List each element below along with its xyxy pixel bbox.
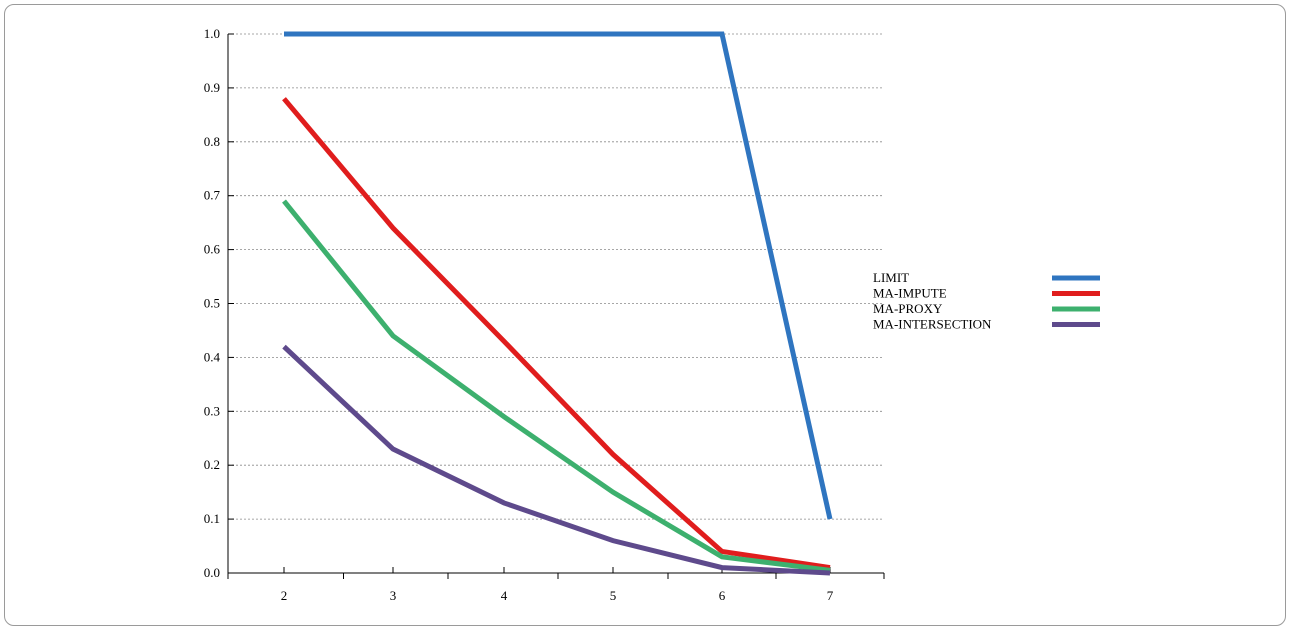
x-tick-label: 3 <box>390 588 397 603</box>
legend-label-ma-impute: MA-IMPUTE <box>873 286 947 301</box>
y-tick-label: 0.8 <box>204 134 220 149</box>
y-tick-label: 0.6 <box>204 242 221 257</box>
x-axis-ticks: 2 3 4 5 6 7 <box>227 567 885 603</box>
line-chart: 0.0 0.1 0.2 0.3 0.4 0.5 0.6 0.7 0.8 0.9 1.0 2 3 4 5 6 7… <box>204 26 1100 603</box>
x-tick-label: 2 <box>281 588 288 603</box>
y-tick-label: 0.5 <box>204 296 220 311</box>
legend-label-ma-proxy: MA-PROXY <box>873 301 943 316</box>
y-tick-label: 0.7 <box>204 188 221 203</box>
series-line-ma-impute <box>282 97 831 571</box>
x-tick-label: 7 <box>827 588 834 603</box>
series-line-ma-intersection <box>282 344 831 576</box>
y-tick-label: 0.4 <box>204 349 221 364</box>
legend-label-limit: LIMIT <box>873 270 909 285</box>
x-tick-label: 6 <box>719 588 726 603</box>
y-tick-label: 0.2 <box>204 457 220 472</box>
y-tick-label: 0.3 <box>204 403 220 418</box>
series-lines <box>282 31 833 576</box>
x-tick-label: 5 <box>610 588 617 603</box>
y-axis-ticks: 0.0 0.1 0.2 0.3 0.4 0.5 0.6 0.7 0.8 0.9 1.0 <box>204 26 234 580</box>
y-tick-label: 0.0 <box>204 565 220 580</box>
series-line-ma-proxy <box>282 199 831 573</box>
chart-frame <box>4 4 1286 626</box>
grid-lines <box>228 33 884 520</box>
y-tick-label: 1.0 <box>204 26 220 41</box>
x-tick-label: 4 <box>501 588 508 603</box>
legend-label-ma-intersection: MA-INTERSECTION <box>873 317 992 332</box>
y-tick-label: 0.1 <box>204 511 220 526</box>
y-tick-label: 0.9 <box>204 80 220 95</box>
series-line-limit <box>284 31 833 520</box>
